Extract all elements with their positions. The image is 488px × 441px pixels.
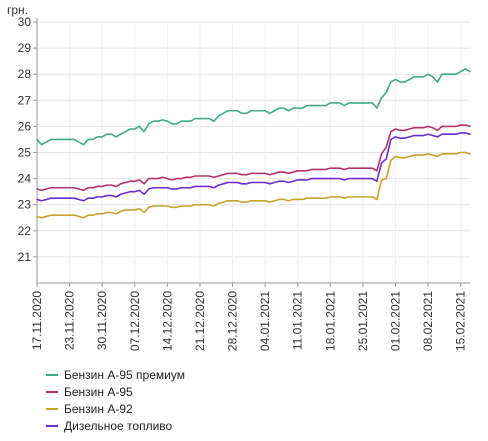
y-tick-label: 23 bbox=[18, 198, 32, 212]
series-line-2[interactable] bbox=[36, 124, 471, 192]
legend-item-3[interactable]: Бензин А-92 bbox=[46, 401, 185, 417]
x-tick-label: 30.11.2020 bbox=[95, 291, 109, 350]
axes bbox=[36, 18, 470, 284]
x-tick-label: 01.02.2021 bbox=[389, 291, 403, 351]
series-line-1[interactable] bbox=[36, 68, 471, 146]
x-tick-labels: 17.11.2020 23.11.2020 30.11.2020 07.12.2020… bbox=[30, 283, 468, 351]
legend-swatch bbox=[46, 425, 58, 427]
x-tick-label: 23.11.2020 bbox=[63, 291, 77, 350]
y-tick-label: 29 bbox=[18, 41, 32, 55]
legend-swatch bbox=[46, 374, 58, 376]
x-tick-label: 11.01.2021 bbox=[291, 291, 305, 350]
x-tick-label: 14.12.2020 bbox=[160, 291, 174, 351]
legend-label: Бензин А-95 bbox=[64, 385, 133, 399]
x-tick-label: 15.02.2021 bbox=[454, 291, 468, 351]
legend-item-1[interactable]: Бензин А-95 премиум bbox=[46, 367, 185, 383]
y-tick-label: 26 bbox=[18, 119, 32, 133]
x-tick-label: 08.02.2021 bbox=[421, 291, 435, 351]
legend-swatch bbox=[46, 408, 58, 410]
x-tick-label: 28.12.2020 bbox=[226, 291, 240, 351]
y-tick-label: 25 bbox=[18, 146, 32, 160]
x-tick-label: 07.12.2020 bbox=[128, 291, 142, 351]
y-tick-label: 28 bbox=[18, 67, 32, 81]
legend: Бензин А-95 премиум Бензин А-95 Бензин А-9… bbox=[46, 367, 185, 435]
y-tick-labels: 21 22 23 24 25 26 27 28 29 30 bbox=[18, 15, 37, 264]
y-tick-label: 21 bbox=[18, 250, 32, 264]
legend-label: Дизельное топливо bbox=[64, 419, 173, 433]
x-tick-label: 25.01.2021 bbox=[356, 291, 370, 351]
y-tick-label: 22 bbox=[18, 224, 32, 238]
series-line-3[interactable] bbox=[36, 151, 471, 219]
legend-item-2[interactable]: Бензин А-95 bbox=[46, 384, 185, 400]
legend-item-4[interactable]: Дизельное топливо bbox=[46, 418, 185, 434]
series-lines bbox=[36, 68, 471, 219]
y-tick-label: 24 bbox=[18, 172, 32, 186]
x-tick-label: 04.01.2021 bbox=[258, 291, 272, 351]
y-axis-unit-label: грн. bbox=[7, 3, 28, 17]
legend-swatch bbox=[46, 391, 58, 393]
x-tick-label: 18.01.2021 bbox=[323, 291, 337, 351]
x-tick-label: 17.11.2020 bbox=[30, 291, 44, 350]
y-tick-label: 30 bbox=[18, 15, 32, 29]
legend-label: Бензин А-95 премиум bbox=[64, 368, 185, 382]
grid bbox=[36, 21, 470, 283]
y-tick-label: 27 bbox=[18, 93, 32, 107]
series-line-4[interactable] bbox=[36, 132, 471, 202]
legend-label: Бензин А-92 bbox=[64, 402, 133, 416]
x-tick-label: 21.12.2020 bbox=[193, 291, 207, 351]
